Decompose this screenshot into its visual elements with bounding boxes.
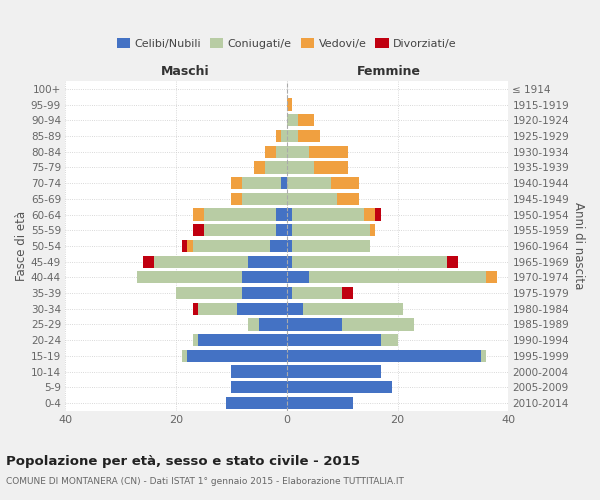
Bar [331, 177, 359, 189]
Bar [259, 318, 287, 330]
Bar [287, 256, 292, 268]
Bar [242, 177, 281, 189]
Bar [304, 302, 403, 315]
Bar [242, 287, 287, 299]
Bar [275, 208, 287, 220]
Bar [287, 192, 337, 205]
Bar [287, 177, 331, 189]
Bar [193, 240, 270, 252]
Bar [193, 208, 203, 220]
Text: Femmine: Femmine [356, 64, 421, 78]
Bar [265, 146, 275, 158]
Bar [287, 240, 292, 252]
Bar [287, 162, 314, 173]
Bar [309, 146, 347, 158]
Bar [187, 350, 287, 362]
Bar [287, 381, 392, 394]
Bar [287, 271, 309, 283]
Bar [270, 240, 287, 252]
Bar [193, 302, 198, 315]
Bar [287, 350, 481, 362]
Bar [226, 397, 287, 409]
Bar [198, 302, 237, 315]
Bar [275, 224, 287, 236]
Bar [237, 302, 287, 315]
Bar [248, 318, 259, 330]
Bar [342, 318, 414, 330]
Y-axis label: Fasce di età: Fasce di età [15, 211, 28, 281]
Y-axis label: Anni di nascita: Anni di nascita [572, 202, 585, 290]
Bar [281, 177, 287, 189]
Bar [176, 287, 242, 299]
Bar [232, 366, 287, 378]
Bar [370, 224, 376, 236]
Bar [287, 114, 298, 126]
Bar [182, 240, 187, 252]
Bar [203, 208, 275, 220]
Bar [486, 271, 497, 283]
Bar [242, 192, 287, 205]
Text: Maschi: Maschi [161, 64, 209, 78]
Bar [193, 224, 203, 236]
Bar [193, 334, 198, 346]
Bar [292, 208, 364, 220]
Bar [287, 98, 292, 110]
Bar [187, 240, 193, 252]
Bar [287, 302, 304, 315]
Bar [298, 130, 320, 142]
Bar [248, 256, 287, 268]
Legend: Celibi/Nubili, Coniugati/e, Vedovi/e, Divorziati/e: Celibi/Nubili, Coniugati/e, Vedovi/e, Di… [112, 34, 461, 54]
Bar [287, 287, 292, 299]
Bar [203, 224, 275, 236]
Bar [292, 256, 448, 268]
Bar [381, 334, 398, 346]
Bar [376, 208, 381, 220]
Text: Popolazione per età, sesso e stato civile - 2015: Popolazione per età, sesso e stato civil… [6, 455, 360, 468]
Bar [143, 256, 154, 268]
Bar [265, 162, 287, 173]
Bar [232, 381, 287, 394]
Bar [309, 271, 486, 283]
Bar [292, 224, 370, 236]
Bar [292, 287, 342, 299]
Bar [287, 318, 342, 330]
Bar [342, 287, 353, 299]
Bar [281, 130, 287, 142]
Bar [314, 162, 347, 173]
Bar [287, 397, 353, 409]
Bar [287, 208, 292, 220]
Bar [137, 271, 242, 283]
Bar [182, 350, 187, 362]
Bar [232, 192, 242, 205]
Bar [292, 240, 370, 252]
Bar [232, 177, 242, 189]
Bar [298, 114, 314, 126]
Bar [154, 256, 248, 268]
Bar [481, 350, 486, 362]
Bar [287, 130, 298, 142]
Bar [275, 130, 281, 142]
Bar [287, 334, 381, 346]
Bar [242, 271, 287, 283]
Bar [337, 192, 359, 205]
Bar [287, 366, 381, 378]
Bar [364, 208, 376, 220]
Bar [254, 162, 265, 173]
Bar [287, 224, 292, 236]
Bar [448, 256, 458, 268]
Text: COMUNE DI MONTANERA (CN) - Dati ISTAT 1° gennaio 2015 - Elaborazione TUTTITALIA.: COMUNE DI MONTANERA (CN) - Dati ISTAT 1°… [6, 478, 404, 486]
Bar [287, 146, 309, 158]
Bar [198, 334, 287, 346]
Bar [275, 146, 287, 158]
